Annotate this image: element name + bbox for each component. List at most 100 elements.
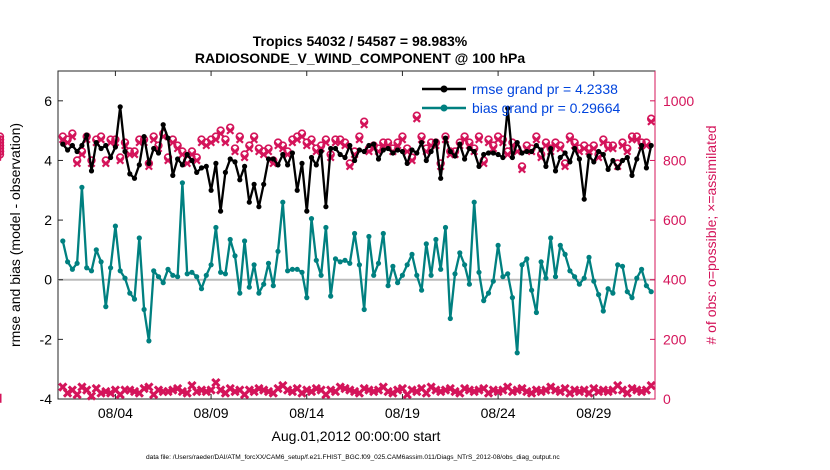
bias-point bbox=[399, 272, 405, 278]
rmse-point bbox=[361, 148, 367, 155]
rmse-point bbox=[442, 135, 449, 141]
bias-point bbox=[289, 266, 295, 272]
rmse-point bbox=[347, 142, 353, 149]
y-axis-label: rmse and bias (model - observation) bbox=[7, 123, 23, 347]
bias-point bbox=[175, 274, 181, 280]
rmse-point bbox=[289, 150, 295, 156]
obs-possible-marker bbox=[345, 159, 355, 171]
obs-possible-marker bbox=[264, 144, 273, 156]
bias-point bbox=[251, 262, 257, 268]
rmse-point bbox=[308, 154, 315, 161]
bias-point bbox=[557, 242, 563, 248]
rmse-point bbox=[222, 169, 228, 175]
obs-possible-marker bbox=[0, 138, 5, 149]
bias-point bbox=[605, 286, 611, 292]
obs-possible-marker bbox=[249, 132, 259, 144]
obs-possible-marker bbox=[149, 132, 158, 144]
obs-possible-marker bbox=[589, 141, 598, 153]
bias-point bbox=[318, 272, 324, 278]
rmse-point bbox=[328, 145, 334, 152]
bias-point bbox=[533, 309, 540, 316]
obs-assimilated-marker bbox=[144, 382, 154, 392]
bias-point bbox=[155, 274, 162, 280]
bias-point bbox=[409, 251, 415, 257]
bias-point bbox=[624, 289, 630, 295]
obs-possible-marker bbox=[0, 144, 5, 155]
rmse-point bbox=[246, 199, 252, 205]
rmse-point bbox=[332, 145, 339, 152]
obs-assimilated-layer bbox=[0, 377, 656, 403]
bias-point bbox=[366, 233, 372, 240]
obs-possible-marker bbox=[623, 144, 632, 156]
bias-point bbox=[572, 274, 578, 280]
rmse-point bbox=[543, 163, 549, 169]
obs-possible-marker bbox=[101, 156, 111, 168]
rmse-point bbox=[414, 150, 420, 156]
rmse-point bbox=[615, 165, 621, 171]
bias-point bbox=[294, 266, 300, 272]
rmse-point bbox=[572, 145, 578, 152]
bias-point bbox=[529, 287, 535, 293]
obs-possible-marker bbox=[517, 162, 527, 174]
rmse-point bbox=[270, 156, 276, 162]
y-tick-label: -4 bbox=[40, 391, 53, 407]
rmse-point bbox=[122, 148, 128, 155]
bias-point bbox=[299, 269, 305, 275]
rmse-point bbox=[175, 156, 181, 162]
bias-series bbox=[60, 180, 654, 356]
legend-bias-marker bbox=[440, 104, 448, 112]
bias-point bbox=[170, 272, 176, 278]
rmse-point bbox=[514, 140, 520, 146]
obs-possible-marker bbox=[532, 132, 541, 144]
bias-point bbox=[600, 308, 606, 314]
rmse-point bbox=[98, 145, 104, 152]
bias-point bbox=[179, 180, 185, 186]
bias-point bbox=[548, 235, 554, 241]
rmse-point bbox=[218, 208, 224, 214]
bias-point bbox=[194, 274, 200, 280]
rmse-point bbox=[280, 151, 286, 158]
rmse-point bbox=[395, 147, 401, 153]
rmse-series bbox=[60, 104, 654, 214]
bias-point bbox=[342, 257, 348, 263]
obs-possible-marker bbox=[321, 135, 331, 147]
obs-possible-marker bbox=[359, 117, 369, 129]
bias-point bbox=[275, 248, 281, 254]
obs-possible-marker bbox=[178, 147, 187, 159]
rmse-point bbox=[452, 153, 458, 159]
bias-point bbox=[591, 278, 597, 284]
bias-point bbox=[500, 274, 506, 280]
rmse-point bbox=[251, 181, 257, 187]
obs-possible-marker bbox=[474, 132, 484, 144]
rmse-point bbox=[438, 175, 444, 181]
rmse-point bbox=[79, 142, 85, 149]
rmse-point bbox=[548, 145, 554, 152]
bias-point bbox=[586, 254, 592, 260]
rmse-point bbox=[586, 153, 592, 159]
bias-point bbox=[242, 238, 248, 244]
bias-point bbox=[490, 278, 496, 284]
obs-possible-marker bbox=[240, 150, 249, 162]
obs-possible-marker bbox=[230, 144, 240, 156]
rmse-point bbox=[275, 162, 281, 168]
y-tick-label: 2 bbox=[44, 212, 52, 228]
bias-point bbox=[485, 290, 492, 296]
bias-point bbox=[567, 268, 573, 274]
bias-point bbox=[337, 259, 343, 265]
rmse-point bbox=[256, 204, 262, 210]
data-file-footnote: data file: /Users/raeder/DAI/ATM_forcXX/… bbox=[146, 454, 560, 461]
rmse-point bbox=[619, 157, 626, 164]
bias-point bbox=[218, 269, 224, 275]
bias-point bbox=[308, 216, 315, 222]
rmse-point bbox=[155, 150, 162, 156]
bias-point bbox=[438, 266, 444, 272]
obs-possible-marker bbox=[0, 132, 5, 143]
bias-point bbox=[261, 281, 267, 287]
rmse-point bbox=[103, 142, 109, 149]
bias-point bbox=[227, 236, 233, 243]
rmse-point bbox=[356, 147, 362, 153]
bias-point bbox=[165, 266, 171, 272]
bias-point bbox=[93, 247, 99, 253]
bias-point bbox=[390, 263, 396, 269]
rmse-point bbox=[127, 171, 133, 177]
